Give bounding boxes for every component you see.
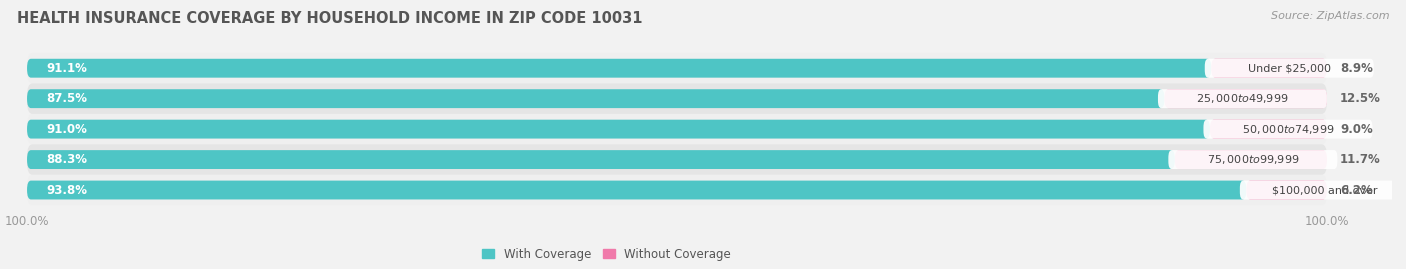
FancyBboxPatch shape xyxy=(1175,150,1327,169)
FancyBboxPatch shape xyxy=(27,114,1327,144)
FancyBboxPatch shape xyxy=(1211,59,1327,78)
Text: $75,000 to $99,999: $75,000 to $99,999 xyxy=(1206,153,1299,166)
FancyBboxPatch shape xyxy=(27,180,1246,200)
Text: 88.3%: 88.3% xyxy=(46,153,87,166)
FancyBboxPatch shape xyxy=(1159,89,1327,108)
Text: 93.8%: 93.8% xyxy=(46,183,87,197)
Text: Source: ZipAtlas.com: Source: ZipAtlas.com xyxy=(1271,11,1389,21)
FancyBboxPatch shape xyxy=(27,83,1327,114)
Legend: With Coverage, Without Coverage: With Coverage, Without Coverage xyxy=(478,243,735,265)
Text: $50,000 to $74,999: $50,000 to $74,999 xyxy=(1241,123,1334,136)
FancyBboxPatch shape xyxy=(27,150,1175,169)
Text: 6.2%: 6.2% xyxy=(1340,183,1372,197)
Text: 87.5%: 87.5% xyxy=(46,92,87,105)
FancyBboxPatch shape xyxy=(1205,59,1374,78)
Text: 9.0%: 9.0% xyxy=(1340,123,1372,136)
Text: 12.5%: 12.5% xyxy=(1340,92,1381,105)
FancyBboxPatch shape xyxy=(27,59,1211,78)
FancyBboxPatch shape xyxy=(27,144,1327,175)
FancyBboxPatch shape xyxy=(1211,120,1327,139)
FancyBboxPatch shape xyxy=(27,89,1164,108)
Text: Under $25,000: Under $25,000 xyxy=(1247,63,1330,73)
FancyBboxPatch shape xyxy=(27,120,1211,139)
FancyBboxPatch shape xyxy=(1204,120,1372,139)
FancyBboxPatch shape xyxy=(27,53,1327,83)
FancyBboxPatch shape xyxy=(1168,150,1337,169)
FancyBboxPatch shape xyxy=(1246,180,1327,200)
Text: 11.7%: 11.7% xyxy=(1340,153,1381,166)
FancyBboxPatch shape xyxy=(27,175,1327,205)
Text: $100,000 and over: $100,000 and over xyxy=(1271,185,1376,195)
Text: $25,000 to $49,999: $25,000 to $49,999 xyxy=(1197,92,1289,105)
Text: 91.0%: 91.0% xyxy=(46,123,87,136)
Text: 91.1%: 91.1% xyxy=(46,62,87,75)
Text: 8.9%: 8.9% xyxy=(1340,62,1372,75)
FancyBboxPatch shape xyxy=(1164,89,1327,108)
Text: HEALTH INSURANCE COVERAGE BY HOUSEHOLD INCOME IN ZIP CODE 10031: HEALTH INSURANCE COVERAGE BY HOUSEHOLD I… xyxy=(17,11,643,26)
FancyBboxPatch shape xyxy=(1240,180,1406,200)
